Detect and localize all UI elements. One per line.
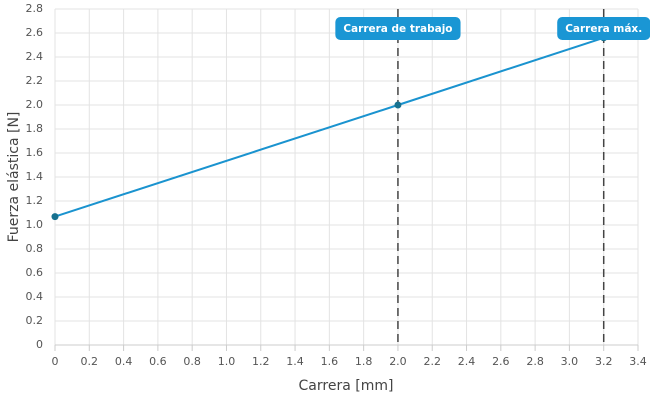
y-tick-label: 2.6 [26,26,44,39]
x-tick-label: 1.2 [252,355,270,368]
x-tick-label: 1.4 [286,355,304,368]
x-tick-label: 3.0 [561,355,579,368]
x-tick-label: 0.6 [149,355,167,368]
y-tick-label: 1.2 [26,194,44,207]
x-tick-label: 2.4 [458,355,476,368]
x-tick-label: 1.8 [355,355,373,368]
x-tick-label: 1.0 [218,355,236,368]
y-tick-label: 0.2 [26,314,44,327]
x-tick-label: 1.6 [321,355,339,368]
y-tick-label: 2.8 [26,2,44,15]
x-tick-label: 3.4 [629,355,647,368]
y-tick-label: 1.6 [26,146,44,159]
grid [54,8,639,346]
y-tick-label: 2.0 [26,98,44,111]
point [394,101,402,109]
annotation-label: Carrera máx. [565,23,642,35]
y-axis-title: Fuerza elástica [N] [6,112,22,243]
x-tick-label: 0.4 [115,355,133,368]
y-tick-label: 2.2 [26,74,44,87]
x-axis-title: Carrera [mm] [299,378,394,394]
x-tick-label: 2.0 [389,355,407,368]
y-tick-label: 0.6 [26,266,44,279]
x-tick-label: 0 [52,355,59,368]
y-tick-label: 0.4 [26,290,44,303]
x-tick-label: 3.2 [595,355,613,368]
point [51,213,59,221]
y-tick-label: 0 [36,338,43,351]
annotation-label: Carrera de trabajo [343,23,452,35]
annotation: Carrera de trabajo [335,17,461,40]
y-tick-label: 2.4 [26,50,44,63]
x-tick-label: 2.8 [526,355,544,368]
y-tick-label: 0.8 [26,242,44,255]
annotation-box [335,17,461,40]
x-tick-label: 0.2 [81,355,99,368]
x-tick-label: 0.8 [183,355,201,368]
y-tick-label: 1.4 [26,170,44,183]
x-tick-label: 2.2 [423,355,441,368]
annotation: Carrera máx. [557,17,650,40]
x-tick-label: 2.6 [492,355,510,368]
y-tick-label: 1.8 [26,122,44,135]
annotation-box [557,17,650,40]
y-tick-label: 1.0 [26,218,44,231]
